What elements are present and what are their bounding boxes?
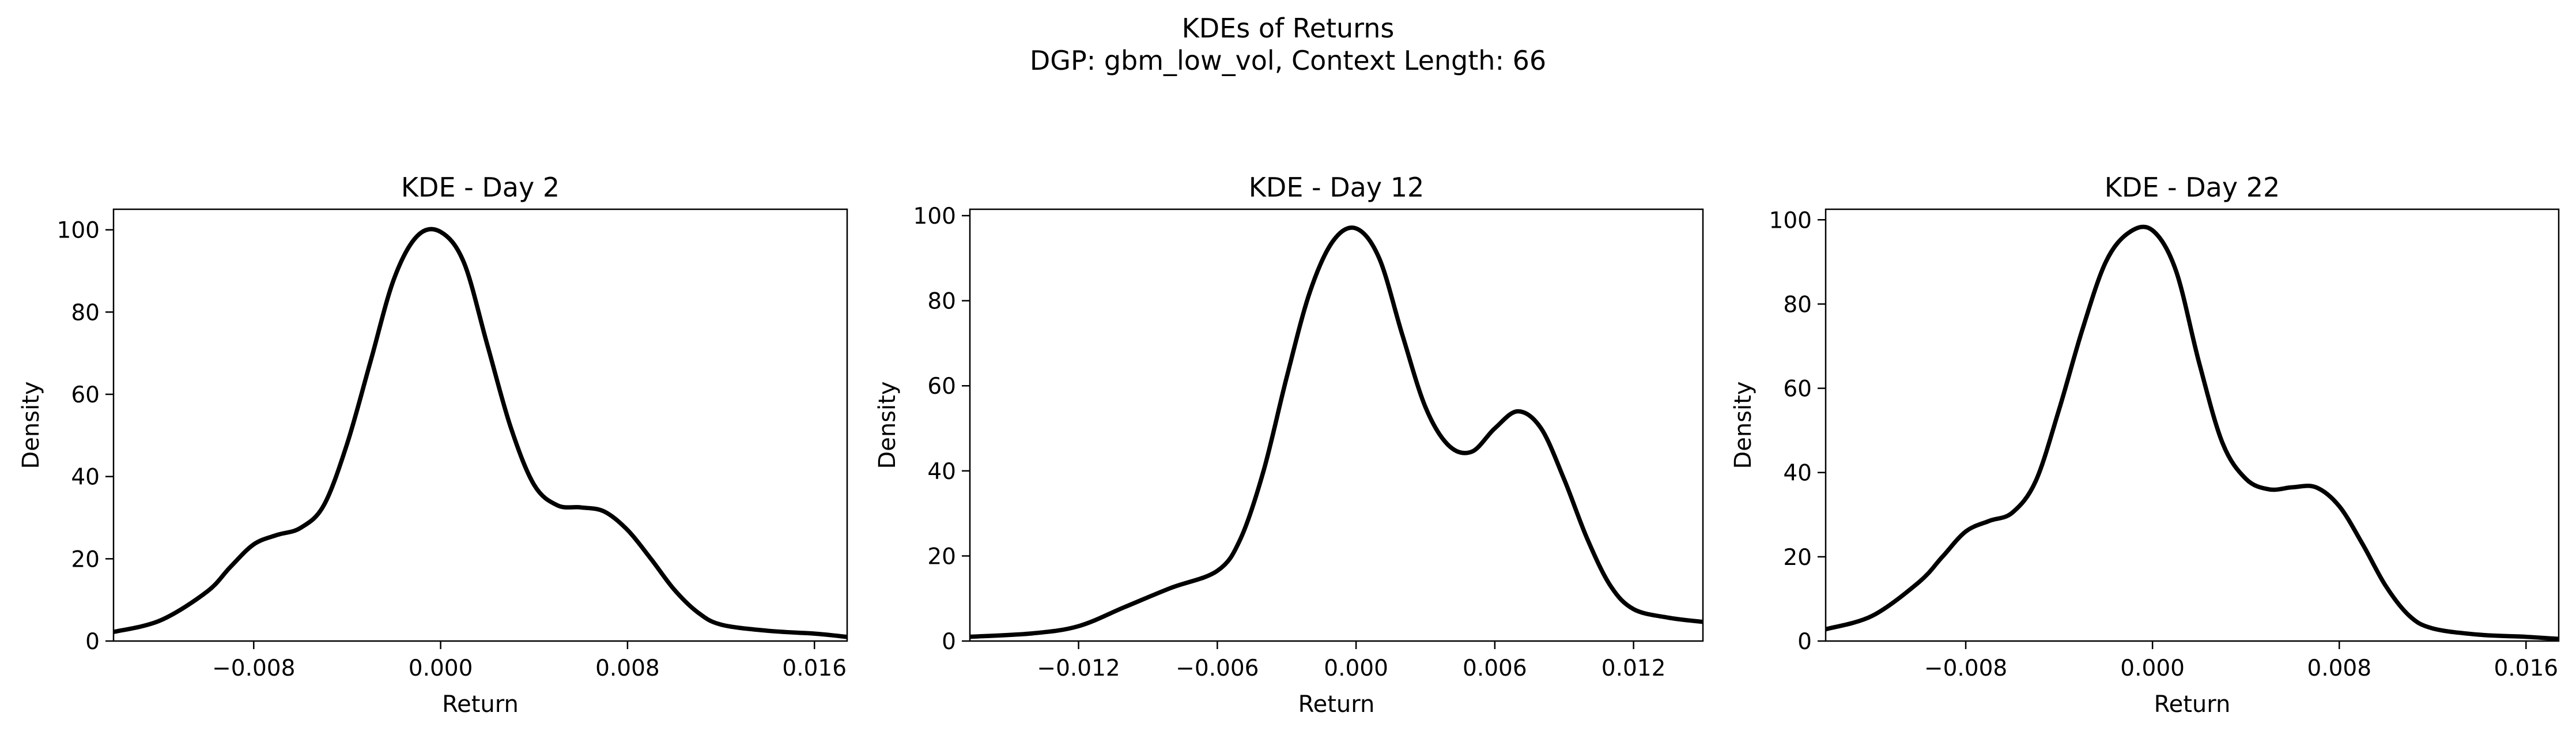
kde-curve <box>1826 224 2559 641</box>
x-tick-label: −0.008 <box>1924 655 2007 681</box>
y-tick-label: 20 <box>1783 545 1812 571</box>
y-tick-label: 0 <box>1797 629 1812 655</box>
panel-title: KDE - Day 2 <box>401 172 560 203</box>
x-tick-label: 0.008 <box>2307 655 2371 681</box>
panel-title: KDE - Day 22 <box>2105 172 2280 203</box>
x-axis-label: Return <box>2154 691 2231 718</box>
x-tick-label: 0.012 <box>1601 655 1666 681</box>
x-axis-label: Return <box>442 691 519 718</box>
x-tick-label: 0.000 <box>2120 655 2185 681</box>
y-tick-label: 60 <box>71 382 100 408</box>
x-tick-label: 0.016 <box>2494 655 2558 681</box>
y-tick-label: 60 <box>1783 376 1812 402</box>
kde-curve <box>114 227 847 639</box>
kde-panel-day-2: KDE - Day 2 Return Density −0.008 0.000 0.… <box>18 172 848 718</box>
x-tick-label: 0.000 <box>409 655 473 681</box>
axes-frame <box>112 208 848 642</box>
figure-subtitle: DGP: gbm_low_vol, Context Length: 66 <box>1030 45 1546 76</box>
y-tick-label: 20 <box>71 546 100 572</box>
y-tick-label: 100 <box>913 203 956 229</box>
y-tick-label: 100 <box>57 218 100 244</box>
kde-panel-day-12: KDE - Day 12 Return Density −0.012 −0.006… <box>874 172 1704 718</box>
y-tick-label: 40 <box>71 465 100 491</box>
y-tick-label: 40 <box>927 459 956 485</box>
y-axis-label: Density <box>874 381 901 469</box>
y-axis-label: Density <box>18 381 44 469</box>
kde-panel-day-22: KDE - Day 22 Return Density −0.008 0.000 0… <box>1730 172 2560 718</box>
x-tick-label: 0.008 <box>595 655 660 681</box>
y-axis-label: Density <box>1730 381 1757 469</box>
y-tick-label: 0 <box>85 629 100 655</box>
x-tick-label: −0.006 <box>1176 655 1259 681</box>
x-tick-label: 0.000 <box>1324 655 1388 681</box>
axes-frame <box>969 208 1704 642</box>
y-tick-label: 80 <box>1783 292 1812 318</box>
x-axis-label: Return <box>1298 691 1375 718</box>
figure-title: KDEs of Returns <box>1182 13 1395 44</box>
x-tick-label: 0.006 <box>1463 655 1527 681</box>
y-tick-label: 40 <box>1783 461 1812 487</box>
y-tick-label: 80 <box>71 300 100 326</box>
x-tick-label: −0.012 <box>1037 655 1120 681</box>
y-tick-label: 80 <box>927 289 956 315</box>
axes-frame <box>1825 208 2560 642</box>
x-tick-label: 0.016 <box>782 655 847 681</box>
kde-curve <box>970 225 1703 639</box>
x-tick-label: −0.008 <box>212 655 295 681</box>
y-tick-label: 100 <box>1769 208 1812 233</box>
panel-title: KDE - Day 12 <box>1249 172 1424 203</box>
y-tick-label: 0 <box>942 629 956 655</box>
y-tick-label: 60 <box>927 374 956 399</box>
y-tick-label: 20 <box>927 544 956 570</box>
